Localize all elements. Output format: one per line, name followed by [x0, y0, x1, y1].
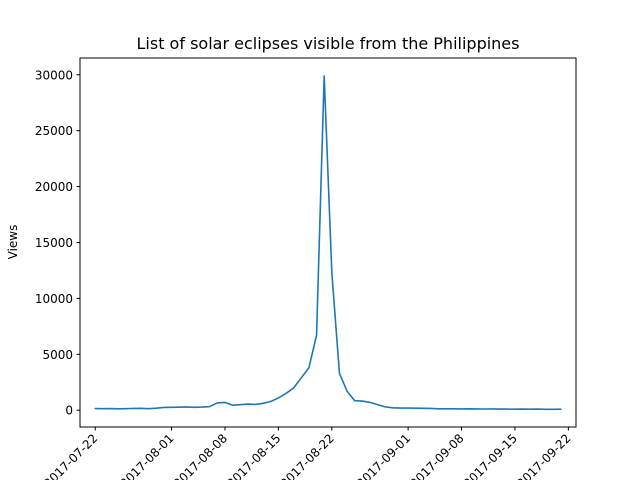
x-tick-label: 2017-09-15: [461, 431, 520, 480]
x-tick-label: 2017-08-01: [117, 431, 176, 480]
series-line: [94, 75, 562, 411]
y-tick-label: 10000: [35, 292, 73, 306]
y-tick-label: 30000: [35, 68, 73, 82]
x-tick-label: 2017-09-08: [407, 431, 466, 480]
y-tick-label: 5000: [42, 348, 73, 362]
y-tick-label: 15000: [35, 236, 73, 250]
y-tick-label: 20000: [35, 180, 73, 194]
x-tick-label: 2017-09-01: [354, 431, 413, 480]
y-tick-label: 25000: [35, 124, 73, 138]
plot-frame: [79, 57, 577, 428]
plot-series: [94, 75, 562, 411]
y-tick-label: 0: [65, 404, 73, 418]
x-tick-label: 2017-07-22: [41, 431, 100, 480]
y-axis-label: Views: [6, 225, 20, 260]
x-tick-label: 2017-08-22: [278, 431, 337, 480]
x-tick-label: 2017-08-15: [224, 431, 283, 480]
x-tick-label: 2017-08-08: [171, 431, 230, 480]
x-tick-label: 2017-09-22: [514, 431, 573, 480]
chart-title: List of solar eclipses visible from the …: [137, 34, 520, 53]
x-axis-ticks: 2017-07-22 2017-08-012017-08-082017-08-15…: [41, 427, 573, 480]
y-axis-ticks: 0 5000 10000 15000 20000 25000 30000: [35, 68, 80, 418]
